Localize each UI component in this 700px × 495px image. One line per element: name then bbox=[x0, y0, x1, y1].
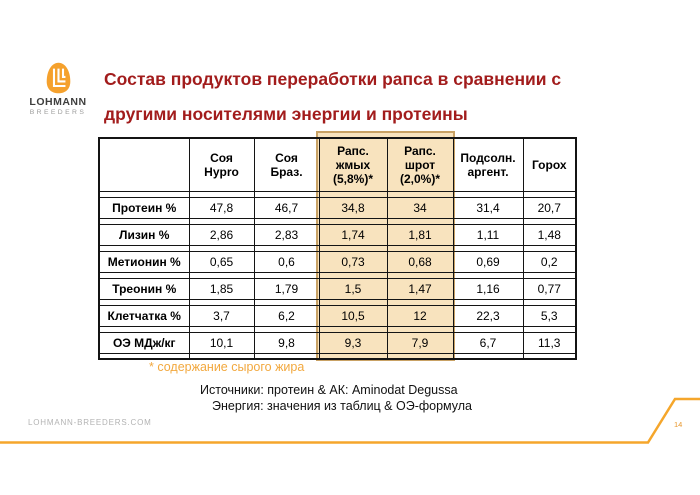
row-label: Метионин % bbox=[98, 250, 190, 273]
cell: 3,7 bbox=[188, 304, 255, 327]
cell: 10,1 bbox=[188, 331, 255, 354]
cell: 34 bbox=[386, 196, 454, 219]
cell: 2,83 bbox=[253, 223, 320, 246]
cell: 5,3 bbox=[522, 304, 577, 327]
sources-line-1: Источники: протеин & АК: Aminodat Deguss… bbox=[200, 383, 458, 397]
lohmann-logo: LOHMANN BREEDERS bbox=[26, 62, 90, 117]
cell: 1,74 bbox=[318, 223, 388, 246]
table-row-lysine: Лизин % 2,86 2,83 1,74 1,81 1,11 1,48 bbox=[98, 223, 577, 246]
cell: 47,8 bbox=[188, 196, 255, 219]
cell: 1,48 bbox=[522, 223, 577, 246]
row-label: Треонин % bbox=[98, 277, 190, 300]
cell: 1,85 bbox=[188, 277, 255, 300]
page-number: 14 bbox=[674, 420, 683, 429]
cell: 1,11 bbox=[452, 223, 524, 246]
slide-title: Состав продуктов переработки рапса в сра… bbox=[104, 62, 684, 132]
cell: 6,7 bbox=[452, 331, 524, 354]
sources-line-2: Энергия: значения из таблиц & ОЭ-формула bbox=[212, 399, 473, 413]
table-row-fiber: Клетчатка % 3,7 6,2 10,5 12 22,3 5,3 bbox=[98, 304, 577, 327]
cell: 0,73 bbox=[318, 250, 388, 273]
cell: 0,65 bbox=[188, 250, 255, 273]
cell: 6,2 bbox=[253, 304, 320, 327]
header-soy-braz: Соя Браз. bbox=[253, 137, 320, 192]
row-label: Клетчатка % bbox=[98, 304, 190, 327]
cell: 1,5 bbox=[318, 277, 388, 300]
egg-logo-icon bbox=[46, 62, 70, 94]
row-label: Протеин % bbox=[98, 196, 190, 219]
cell: 34,8 bbox=[318, 196, 388, 219]
table-row-methionine: Метионин % 0,65 0,6 0,73 0,68 0,69 0,2 bbox=[98, 250, 577, 273]
spacer-row bbox=[98, 352, 577, 360]
cell: 0,2 bbox=[522, 250, 577, 273]
title-line-2: другими носителями энергии и протеины bbox=[104, 104, 468, 124]
cell: 0,6 bbox=[253, 250, 320, 273]
cell: 0,77 bbox=[522, 277, 577, 300]
cell: 9,3 bbox=[318, 331, 388, 354]
table-row-energy: ОЭ МДж/кг 10,1 9,8 9,3 7,9 6,7 11,3 bbox=[98, 331, 577, 354]
cell: 46,7 bbox=[253, 196, 320, 219]
header-rape-cake: Рапс. жмых (5,8%)* bbox=[318, 137, 388, 192]
cell: 7,9 bbox=[386, 331, 454, 354]
cell: 2,86 bbox=[188, 223, 255, 246]
cell: 31,4 bbox=[452, 196, 524, 219]
cell: 22,3 bbox=[452, 304, 524, 327]
row-label: Лизин % bbox=[98, 223, 190, 246]
cell: 12 bbox=[386, 304, 454, 327]
header-rape-meal: Рапс. шрот (2,0%)* bbox=[386, 137, 454, 192]
website-text: LOHMANN-BREEDERS.COM bbox=[28, 418, 152, 427]
header-pea: Горох bbox=[522, 137, 577, 192]
crude-fat-footnote: * содержание сырого жира bbox=[149, 360, 305, 374]
cell: 1,81 bbox=[386, 223, 454, 246]
cell: 9,8 bbox=[253, 331, 320, 354]
cell: 10,5 bbox=[318, 304, 388, 327]
row-label: ОЭ МДж/кг bbox=[98, 331, 190, 354]
cell: 20,7 bbox=[522, 196, 577, 219]
cell: 0,68 bbox=[386, 250, 454, 273]
cell: 0,69 bbox=[452, 250, 524, 273]
table-row-protein: Протеин % 47,8 46,7 34,8 34 31,4 20,7 bbox=[98, 196, 577, 219]
cell: 1,47 bbox=[386, 277, 454, 300]
header-soy-hypro: Соя Hypro bbox=[188, 137, 255, 192]
brand-subtitle: BREEDERS bbox=[29, 109, 87, 116]
footer-rule-icon bbox=[0, 397, 700, 444]
cell: 11,3 bbox=[522, 331, 577, 354]
header-empty-cell bbox=[98, 137, 190, 192]
composition-table: Соя Hypro Соя Браз. Рапс. жмых (5,8%)* Рапс.… bbox=[98, 137, 577, 360]
cell: 1,16 bbox=[452, 277, 524, 300]
table-row-threonine: Треонин % 1,85 1,79 1,5 1,47 1,16 0,77 bbox=[98, 277, 577, 300]
sources-block: Источники: протеин & АК: Aminodat Deguss… bbox=[200, 382, 472, 414]
brand-name: LOHMANN bbox=[29, 96, 87, 108]
header-sunflower: Подсолн. аргент. bbox=[452, 137, 524, 192]
cell: 1,79 bbox=[253, 277, 320, 300]
table-header-row: Соя Hypro Соя Браз. Рапс. жмых (5,8%)* Рапс.… bbox=[98, 137, 577, 192]
title-line-1: Состав продуктов переработки рапса в сра… bbox=[104, 69, 562, 89]
